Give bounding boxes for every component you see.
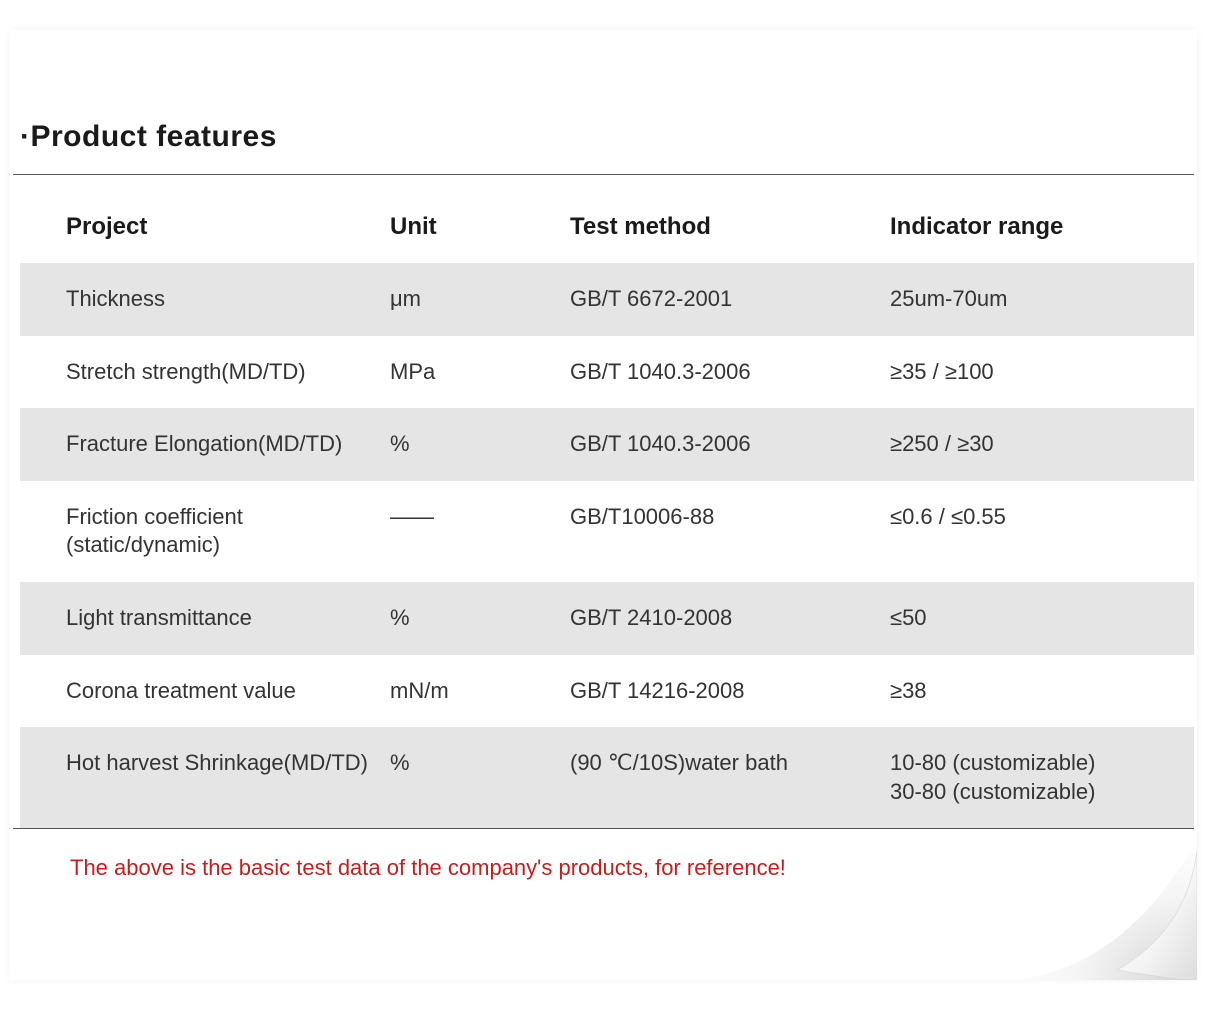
section-title: ·Product features [20, 30, 1197, 174]
cell-test: GB/T 2410-2008 [570, 582, 890, 655]
table-body: Thickness μm GB/T 6672-2001 25um-70um St… [20, 263, 1194, 828]
table-row: Light transmittance % GB/T 2410-2008 ≤50 [20, 582, 1194, 655]
table-row: Corona treatment value mN/m GB/T 14216-2… [20, 655, 1194, 728]
table-row: Fracture Elongation(MD/TD) % GB/T 1040.3… [20, 408, 1194, 481]
cell-project: Light transmittance [20, 582, 390, 655]
cell-project: Thickness [20, 263, 390, 336]
col-header-project: Project [20, 191, 390, 263]
cell-unit: mN/m [390, 655, 570, 728]
features-table: Project Unit Test method Indicator range… [20, 191, 1194, 828]
col-header-test: Test method [570, 191, 890, 263]
cell-range: 25um-70um [890, 263, 1194, 336]
table-row: Hot harvest Shrinkage(MD/TD) % (90 ℃/10S… [20, 727, 1194, 828]
cell-unit: % [390, 408, 570, 481]
cell-project: Fracture Elongation(MD/TD) [20, 408, 390, 481]
product-features-card: ·Product features Project Unit Test meth… [10, 30, 1197, 980]
cell-project: Friction coefficient(static/dynamic) [20, 481, 390, 582]
cell-unit: μm [390, 263, 570, 336]
cell-project: Stretch strength(MD/TD) [20, 336, 390, 409]
cell-range: ≤50 [890, 582, 1194, 655]
top-rule [13, 174, 1194, 175]
cell-test: GB/T 14216-2008 [570, 655, 890, 728]
footer-note: The above is the basic test data of the … [10, 829, 1197, 881]
col-header-unit: Unit [390, 191, 570, 263]
cell-unit: MPa [390, 336, 570, 409]
cell-test: GB/T10006-88 [570, 481, 890, 582]
cell-project: Corona treatment value [20, 655, 390, 728]
table-row: Stretch strength(MD/TD) MPa GB/T 1040.3-… [20, 336, 1194, 409]
cell-unit: % [390, 582, 570, 655]
cell-project: Hot harvest Shrinkage(MD/TD) [20, 727, 390, 828]
cell-range: ≤0.6 / ≤0.55 [890, 481, 1194, 582]
cell-test: GB/T 6672-2001 [570, 263, 890, 336]
cell-range: ≥250 / ≥30 [890, 408, 1194, 481]
cell-test: GB/T 1040.3-2006 [570, 336, 890, 409]
cell-test: (90 ℃/10S)water bath [570, 727, 890, 828]
table-header-row: Project Unit Test method Indicator range [20, 191, 1194, 263]
cell-test: GB/T 1040.3-2006 [570, 408, 890, 481]
cell-range: ≥38 [890, 655, 1194, 728]
cell-range: 10-80 (customizable)30-80 (customizable) [890, 727, 1194, 828]
col-header-range: Indicator range [890, 191, 1194, 263]
table-row: Thickness μm GB/T 6672-2001 25um-70um [20, 263, 1194, 336]
cell-unit: —— [390, 481, 570, 582]
cell-range: ≥35 / ≥100 [890, 336, 1194, 409]
table-row: Friction coefficient(static/dynamic) —— … [20, 481, 1194, 582]
cell-unit: % [390, 727, 570, 828]
